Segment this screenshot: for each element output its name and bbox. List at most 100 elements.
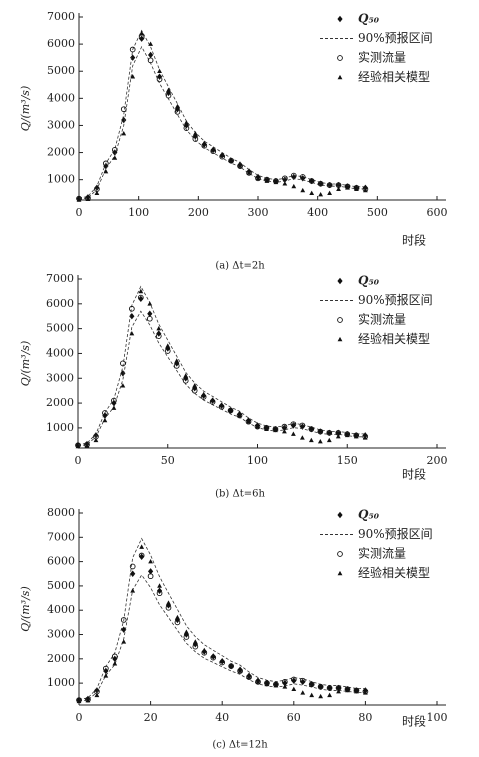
y-tick-label: 3000 <box>47 628 75 641</box>
model-point <box>148 559 153 564</box>
legend-label: Q₅₀ <box>358 508 380 522</box>
observed-point <box>299 174 306 180</box>
model-point <box>111 405 117 410</box>
observed-point <box>173 363 180 369</box>
model-point <box>264 426 269 431</box>
q50-point <box>327 181 333 189</box>
q50-point <box>282 176 288 183</box>
model-point <box>174 358 180 363</box>
observed-point <box>308 681 315 688</box>
y-tick-label: 7000 <box>46 272 74 285</box>
x-tick-label: 100 <box>128 206 149 219</box>
model-point <box>237 412 242 418</box>
observed-point <box>147 573 154 580</box>
model-point <box>354 186 359 191</box>
observed-point <box>102 410 108 416</box>
observed-point <box>299 677 306 684</box>
model-point <box>85 196 91 201</box>
caption: (c) Δt=12h <box>212 740 268 751</box>
x-axis-label: 时段 <box>402 233 426 248</box>
model-point <box>282 429 287 434</box>
interval-lower <box>78 45 366 200</box>
model-point <box>112 155 118 160</box>
x-tick-label: 300 <box>248 206 269 219</box>
observed-point <box>308 426 315 432</box>
observed-point <box>326 182 333 188</box>
model-point <box>184 629 189 634</box>
observed-point <box>183 125 190 132</box>
legend-label: 实测流量 <box>358 546 406 561</box>
observed-point <box>129 46 136 53</box>
legend-swatch <box>337 277 343 285</box>
q50-point <box>308 425 314 433</box>
model-point <box>201 647 207 653</box>
observed-point <box>120 617 127 623</box>
observed-point <box>146 315 153 322</box>
observed-point <box>317 428 324 435</box>
x-tick-label: 200 <box>427 454 448 467</box>
observed-point <box>102 665 109 672</box>
model-point <box>336 186 341 191</box>
y-tick-label: 4000 <box>46 346 74 359</box>
x-tick-label: 0 <box>76 711 83 724</box>
observed-point <box>192 136 199 142</box>
model-point <box>183 373 189 378</box>
model-point <box>344 432 350 438</box>
x-tick-label: 40 <box>215 711 229 724</box>
observed-point <box>317 683 324 690</box>
observed-point <box>111 653 118 660</box>
q50-point <box>291 677 297 684</box>
model-point <box>130 588 136 593</box>
observed-point <box>192 643 199 650</box>
model-point <box>255 424 260 429</box>
interval-upper <box>78 537 366 700</box>
y-tick-label: 5000 <box>47 579 75 592</box>
model-point <box>148 41 153 46</box>
model-point <box>156 326 162 331</box>
observed-point <box>164 348 171 354</box>
model-point <box>353 433 359 439</box>
model-point <box>120 383 126 388</box>
q50-point <box>139 35 145 42</box>
legend-label: 经验相关模型 <box>358 69 430 84</box>
x-axis-label: 时段 <box>402 467 426 482</box>
legend-swatch <box>337 570 343 576</box>
model-point <box>291 431 296 436</box>
model-point <box>165 343 171 348</box>
q50-point <box>290 422 296 429</box>
observed-point <box>138 552 145 559</box>
interval-lower <box>78 574 366 702</box>
q50-point <box>148 51 154 59</box>
model-point <box>121 130 127 136</box>
y-axis-label: Q/(m³/s) <box>19 341 32 387</box>
model-point <box>228 158 234 163</box>
observed-point <box>111 397 117 404</box>
model-point <box>273 682 279 688</box>
y-axis-label: Q/(m³/s) <box>19 86 32 132</box>
model-point <box>93 437 99 443</box>
model-point <box>103 673 109 678</box>
y-tick-label: 8000 <box>47 506 75 519</box>
legend-label: 经验相关模型 <box>358 565 430 580</box>
q50-point <box>147 310 153 317</box>
model-point <box>139 30 145 36</box>
model-point <box>363 187 368 193</box>
model-point <box>102 417 108 423</box>
model-point <box>166 87 171 92</box>
q50-point <box>335 684 342 692</box>
observed-point <box>120 106 127 113</box>
caption: (b) Δt=6h <box>215 489 265 500</box>
observed-point <box>290 676 297 683</box>
legend-label: Q₅₀ <box>358 12 380 26</box>
observed-point <box>182 377 189 384</box>
legend-swatch <box>337 55 343 61</box>
q50-point <box>121 626 127 633</box>
legend-label: 经验相关模型 <box>358 331 430 346</box>
model-point <box>219 152 225 158</box>
model-point <box>363 690 368 695</box>
model-point <box>139 544 145 549</box>
model-point <box>166 600 171 605</box>
y-tick-label: 1000 <box>47 676 75 689</box>
observed-point <box>120 360 126 367</box>
